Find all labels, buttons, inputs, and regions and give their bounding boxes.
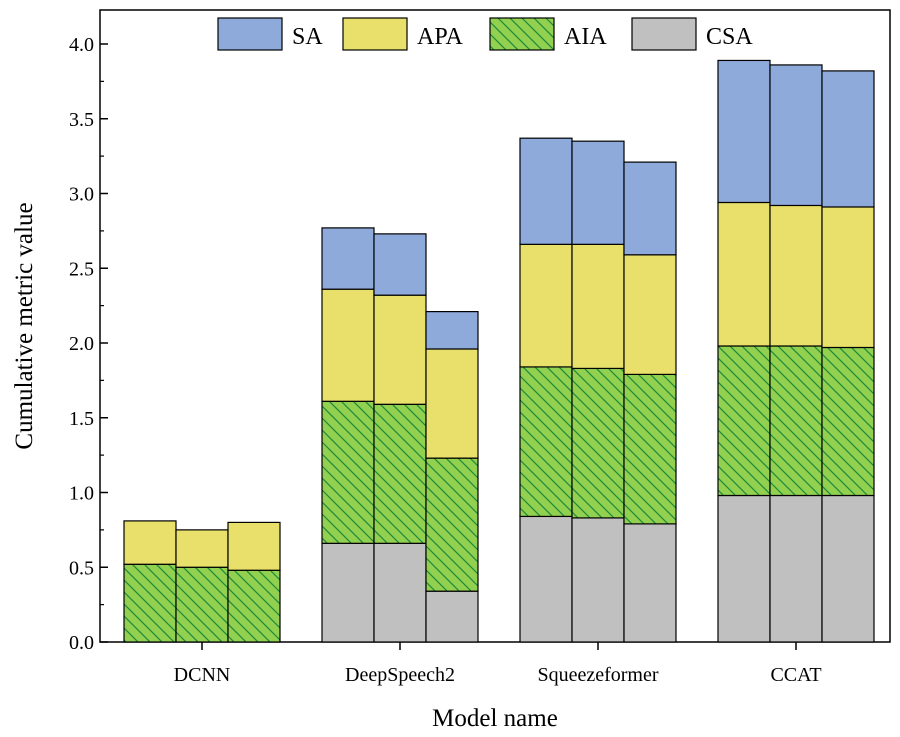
bar-segment-csa — [425, 590, 479, 643]
legend-swatch-apa — [342, 17, 408, 51]
bar-segment-sa — [321, 227, 375, 290]
bar-segment-aia — [425, 457, 479, 592]
bar-segment-aia — [717, 345, 771, 497]
bar-segment-apa — [519, 243, 573, 368]
bar-segment-aia — [175, 566, 229, 643]
x-tick-label: CCAT — [770, 664, 821, 686]
legend-swatch-aia — [489, 17, 555, 51]
y-tick-label: 3.5 — [69, 109, 94, 131]
legend-swatch-sa — [217, 17, 283, 51]
legend-label-sa: SA — [292, 24, 323, 50]
bar-segment-sa — [821, 70, 875, 208]
legend-label-apa: APA — [417, 24, 463, 50]
bar-segment-apa — [321, 288, 375, 402]
bar-segment-apa — [123, 520, 177, 565]
bar-segment-aia — [123, 563, 177, 643]
bar-segment-csa — [373, 542, 427, 643]
legend-label-aia: AIA — [564, 24, 607, 50]
bar-segment-sa — [519, 137, 573, 245]
bar-segment-aia — [821, 346, 875, 497]
bar-segment-sa — [769, 64, 823, 207]
legend-label-csa: CSA — [706, 24, 753, 50]
bar-segment-csa — [717, 494, 771, 643]
bar-segment-csa — [769, 494, 823, 643]
bars-layer — [123, 59, 875, 643]
x-axis-label: Model name — [432, 705, 558, 732]
bar-segment-aia — [519, 366, 573, 518]
bar-segment-csa — [571, 517, 625, 643]
y-tick-label: 0.5 — [69, 557, 94, 579]
bar-segment-sa — [373, 233, 427, 296]
bar-segment-sa — [623, 161, 677, 256]
legend: SA APA AIA CSA — [217, 17, 753, 51]
bar-segment-csa — [519, 515, 573, 643]
plot-area — [99, 9, 891, 643]
y-tick-label: 2.0 — [69, 333, 94, 355]
bar-segment-apa — [227, 521, 281, 571]
x-axis: DCNN DeepSpeech2 Squeezeformer CCAT — [174, 642, 822, 686]
bar-segment-sa — [571, 140, 625, 245]
y-tick-label: 4.0 — [69, 34, 94, 56]
bar-segment-aia — [227, 569, 281, 643]
bar-segment-aia — [769, 345, 823, 497]
bar-segment-sa — [425, 311, 479, 350]
bar-segment-apa — [373, 294, 427, 405]
x-tick-label: Squeezeformer — [537, 664, 658, 686]
y-tick-label: 1.5 — [69, 408, 94, 430]
bar-segment-aia — [623, 373, 677, 525]
bar-segment-aia — [373, 403, 427, 544]
x-tick-label: DeepSpeech2 — [345, 664, 455, 686]
bar-segment-csa — [821, 494, 875, 643]
y-tick-label: 0.0 — [69, 632, 94, 654]
bar-segment-aia — [321, 400, 375, 544]
bar-segment-sa — [717, 59, 771, 204]
y-axis-label: Cumulative metric value — [11, 202, 38, 449]
y-tick-label: 2.5 — [69, 258, 94, 280]
bar-segment-apa — [821, 206, 875, 349]
bar-segment-csa — [623, 523, 677, 643]
legend-swatch-csa — [631, 17, 697, 51]
bar-segment-csa — [321, 542, 375, 643]
bar-segment-apa — [717, 201, 771, 347]
x-tick-label: DCNN — [174, 664, 231, 686]
bar-segment-apa — [175, 529, 229, 568]
bar-segment-apa — [623, 254, 677, 375]
y-tick-label: 3.0 — [69, 184, 94, 206]
bar-segment-apa — [425, 348, 479, 459]
bar-segment-aia — [571, 367, 625, 519]
bar-segment-apa — [571, 243, 625, 370]
bar-segment-apa — [769, 204, 823, 347]
y-axis: 0.0 0.5 1.0 1.5 2.0 2.5 3.0 3.5 4.0 — [69, 34, 108, 654]
y-tick-label: 1.0 — [69, 483, 94, 505]
